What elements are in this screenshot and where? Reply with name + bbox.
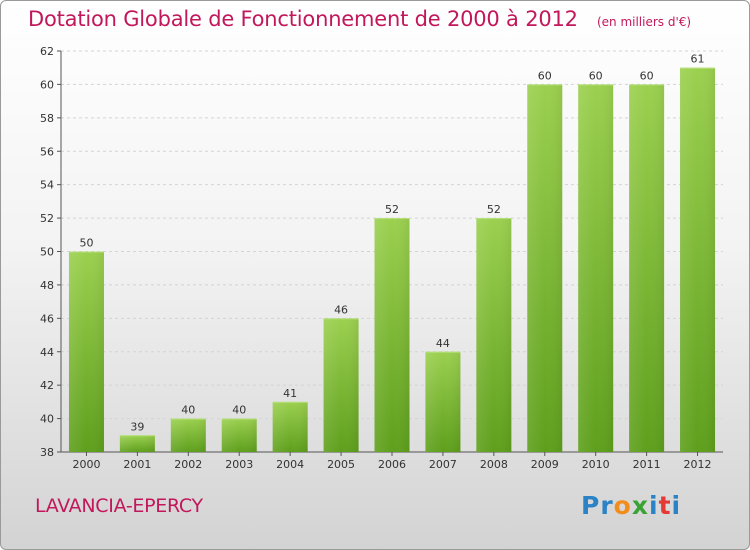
- y-tick-label: 48: [40, 279, 54, 292]
- logo-letter: x: [631, 491, 649, 520]
- commune-name: LAVANCIA-EPERCY: [35, 495, 203, 517]
- bars: [68, 67, 716, 453]
- bar-value-label: 50: [79, 237, 93, 250]
- y-tick-label: 58: [40, 112, 54, 125]
- x-tick-label: 2007: [429, 458, 457, 471]
- x-tick-label: 2000: [72, 458, 100, 471]
- bar-value-label: 40: [181, 404, 195, 417]
- y-tick-label: 42: [40, 379, 54, 392]
- x-tick-label: 2006: [378, 458, 406, 471]
- x-tick-label: 2012: [684, 458, 712, 471]
- chart-subtitle: (en milliers d'€): [596, 15, 692, 29]
- bar-value-label: 52: [487, 203, 501, 216]
- y-tick-label: 38: [40, 446, 54, 459]
- bar-value-label: 60: [640, 69, 654, 82]
- x-tick-label: 2008: [480, 458, 508, 471]
- bar-value-label: 60: [538, 69, 552, 82]
- logo-letter: i: [671, 491, 682, 520]
- labels: 38 40 42 44 46 48 50 52 54 56 58 60 62 50 2000 39 2001 40…: [40, 45, 712, 471]
- y-tick-label: 56: [40, 145, 54, 158]
- bar-shine: [527, 84, 563, 453]
- x-tick-label: 2009: [531, 458, 559, 471]
- logo-letter: P: [581, 491, 601, 520]
- bar-value-label: 60: [589, 69, 603, 82]
- logo-letter: o: [613, 491, 632, 520]
- y-tick-label: 46: [40, 312, 54, 325]
- y-tick-label: 60: [40, 78, 54, 91]
- y-tick-label: 52: [40, 212, 54, 225]
- bar-shine: [680, 67, 716, 452]
- bar-shine: [221, 418, 257, 452]
- bar-value-label: 44: [436, 337, 450, 350]
- bar-value-label: 40: [232, 404, 246, 417]
- bar-value-label: 39: [130, 420, 144, 433]
- y-tick-label: 40: [40, 413, 54, 426]
- x-tick-label: 2004: [276, 458, 304, 471]
- logo-letter: t: [658, 491, 672, 520]
- bar-value-label: 61: [691, 53, 705, 66]
- bar-shine: [425, 351, 461, 452]
- bar-shine: [323, 318, 359, 452]
- bar-shine: [578, 84, 614, 453]
- bar-shine: [68, 251, 104, 452]
- chart-title: Dotation Globale de Fonctionnement de 20…: [28, 7, 578, 31]
- y-tick-label: 62: [40, 45, 54, 58]
- bar-value-label: 46: [334, 303, 348, 316]
- bar-shine: [170, 418, 206, 452]
- logo-letter: i: [649, 491, 659, 520]
- bar-value-label: 41: [283, 387, 297, 400]
- x-tick-label: 2011: [633, 458, 661, 471]
- bar-shine: [272, 401, 308, 452]
- y-tick-label: 44: [40, 346, 54, 359]
- logo-letter: r: [600, 491, 614, 520]
- x-tick-label: 2005: [327, 458, 355, 471]
- x-tick-label: 2002: [174, 458, 202, 471]
- bar-shine: [119, 435, 155, 452]
- x-tick-label: 2003: [225, 458, 253, 471]
- y-tick-label: 50: [40, 246, 54, 259]
- x-tick-label: 2010: [582, 458, 610, 471]
- bar-shine: [476, 218, 512, 452]
- bar-shine: [374, 218, 410, 452]
- bar-value-label: 52: [385, 203, 399, 216]
- x-tick-label: 2001: [123, 458, 151, 471]
- title-row: Dotation Globale de Fonctionnement de 20…: [28, 7, 691, 31]
- bar-shine: [629, 84, 665, 453]
- proxiti-logo: Proxiti: [581, 491, 681, 520]
- y-tick-label: 54: [40, 179, 54, 192]
